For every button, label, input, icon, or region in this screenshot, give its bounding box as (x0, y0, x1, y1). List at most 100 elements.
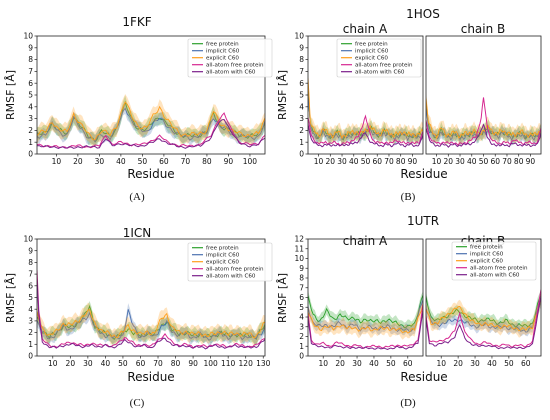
panel-utr-1-line-explicit (426, 297, 541, 332)
panel-icn-0-xtick-label: 130 (256, 359, 271, 368)
panel-fkf-0-xtick-label: 100 (243, 157, 258, 166)
panel-utr-0-ytick-label: 11 (294, 244, 304, 253)
panel-hos-0-ytick-label: 9 (299, 43, 304, 52)
panel-fkf-0-line-aa_c60 (37, 118, 265, 149)
panel-utr-xlabel: Residue (400, 370, 447, 384)
panel-utr-0-ytick-label: 3 (299, 322, 304, 331)
panel-fkf-ylabel: RMSF [Å] (4, 70, 17, 120)
panel-hos-0-ytick-label: 4 (299, 102, 304, 111)
panel-utr-0-ytick-label: 6 (299, 293, 304, 302)
panel-hos-caption: (B) (401, 191, 416, 203)
panel-fkf-0-ytick-label: 10 (23, 32, 33, 41)
legend-label-implicit: implicit C60 (206, 49, 240, 55)
panel-icn-ylabel: RMSF [Å] (4, 273, 17, 323)
panel-icn-0-band-explicit (37, 302, 265, 347)
panel-hos-0-xtick-label: 80 (396, 157, 406, 166)
panel-hos-1-xtick-label: 70 (502, 157, 512, 166)
panel-icn-0-ytick-label: 10 (23, 235, 33, 244)
panel-utr-0-ytick-label: 8 (299, 274, 304, 283)
panel-icn-0-xtick-label: 120 (239, 359, 254, 368)
panel-fkf-0-xtick-label: 80 (202, 157, 212, 166)
panel-icn-0-xtick-label: 70 (153, 359, 163, 368)
panel-icn-0-xtick-label: 100 (203, 359, 218, 368)
panel-hos-0-xtick-label: 50 (361, 157, 371, 166)
panel-fkf-0-ytick-label: 1 (28, 138, 33, 147)
panel-hos-0-band-explicit (308, 71, 423, 146)
panel-utr-0-ytick-label: 0 (299, 352, 304, 361)
panel-icn-0-xtick-label: 90 (188, 359, 198, 368)
panel-utr-caption: (D) (400, 397, 416, 409)
panel-utr-0-xtick-label: 40 (369, 359, 379, 368)
legend-label-aa_free: all-atom free protein (206, 267, 264, 273)
panel-fkf-0-band-implicit (37, 102, 265, 147)
panel-icn-0-line-implicit (37, 309, 265, 341)
panel-icn-0-xtick-label: 50 (118, 359, 128, 368)
panel-hos-xlabel: Residue (400, 167, 447, 181)
panel-icn-0-line-aa_c60 (37, 279, 265, 350)
panel-fkf-0-ytick-label: 3 (28, 114, 33, 123)
panel-fkf-0-ytick-label: 2 (28, 126, 33, 135)
legend-label-aa_c60: all-atom with C60 (470, 273, 520, 279)
panel-hos-0-line-implicit (308, 95, 423, 142)
panel-utr-0-ytick-label: 10 (294, 254, 304, 263)
panel-icn-0-ytick-label: 3 (28, 317, 33, 326)
panel-fkf-0-xtick-label: 60 (159, 157, 169, 166)
panel-fkf-0-ytick-label: 0 (28, 150, 33, 159)
panel-hos-0-xtick-label: 20 (326, 157, 336, 166)
panel-hos-ylabel: RMSF [Å] (276, 70, 289, 120)
panel-fkf-0-xtick-label: 90 (224, 157, 234, 166)
panel-utr-0-ytick-label: 1 (299, 342, 304, 351)
panel-utr-0-ytick-label: 12 (294, 235, 304, 244)
panel-utr-0-xtick-label: 50 (386, 359, 396, 368)
panel-fkf-0-axes: 10 20 30 40 50 60 70 80 90 100 0 1 2 3 4 5 6 7 8 9 10 (23, 32, 266, 166)
panel-icn-0-ytick-label: 4 (28, 305, 33, 314)
panel-icn-0-line-explicit (37, 309, 265, 339)
panel-icn-0-xtick-label: 60 (136, 359, 146, 368)
panel-hos-1-line-aa_free (426, 97, 541, 146)
panel-fkf-0-xtick-label: 10 (52, 157, 62, 166)
legend-label-explicit: explicit C60 (206, 260, 239, 266)
legend-label-aa_free: all-atom free protein (355, 63, 413, 69)
panel-fkf-0-ytick-label: 6 (28, 79, 33, 88)
panel-icn-0-ytick-label: 1 (28, 340, 33, 349)
panel-utr-0-ytick-label: 9 (299, 264, 304, 273)
panel-fkf-0-xtick-label: 40 (116, 157, 126, 166)
panel-utr-0-frame (307, 238, 424, 357)
panel-fkf-0-line-explicit (37, 101, 265, 141)
panel-hos-1-axes: 10 20 30 40 50 60 70 80 90 (425, 35, 542, 166)
panel-hos-0-ytick-label: 7 (299, 67, 304, 76)
panel-icn-0-xtick-label: 20 (66, 359, 76, 368)
panel-fkf-0-ytick-label: 4 (28, 102, 33, 111)
panel-utr-1-line-aa_free (426, 289, 541, 348)
legend-label-explicit: explicit C60 (206, 56, 239, 62)
panel-icn-0-ytick-label: 9 (28, 246, 33, 255)
legend-label-implicit: implicit C60 (470, 252, 504, 258)
panel-utr-1-xtick-label: 10 (436, 359, 446, 368)
panel-utr-1-xtick-label: 40 (487, 359, 497, 368)
legend-label-explicit: explicit C60 (355, 56, 388, 62)
legend-label-free: free protein (206, 246, 239, 252)
legend-label-aa_c60: all-atom with C60 (206, 274, 256, 280)
panel-utr-1-frame (425, 238, 542, 357)
panel-hos-0-xtick-label: 90 (408, 157, 418, 166)
panel-icn-0-xtick-label: 80 (171, 359, 181, 368)
panel-hos-1-xtick-label: 20 (444, 157, 454, 166)
panel-fkf-0-band-free (37, 95, 265, 147)
panel-utr-1-xtick-label: 60 (521, 359, 531, 368)
panel-hos-0-ytick-label: 8 (299, 55, 304, 64)
panel-hos-0-ytick-label: 6 (299, 79, 304, 88)
panel-hos-0-xtick-label: 70 (384, 157, 394, 166)
panel-utr-0-xtick-label: 10 (318, 359, 328, 368)
panel-hos-1-line-explicit (426, 98, 541, 140)
panel-utr-1-axes: 10 20 30 40 50 60 (425, 238, 542, 368)
panel-hos-0-line-explicit (308, 78, 423, 140)
legend-label-aa_c60: all-atom with C60 (206, 70, 256, 76)
panel-hos-1-xtick-label: 60 (490, 157, 500, 166)
panel-utr-1-band-explicit (426, 292, 541, 338)
panel-hos-0-xtick-label: 10 (314, 157, 324, 166)
panel-utr-0-ytick-label: 7 (299, 283, 304, 292)
